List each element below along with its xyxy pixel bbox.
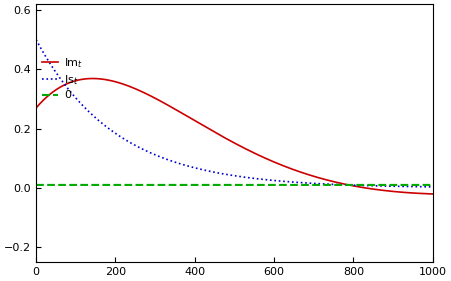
Legend: Im$_t$, Is$_t$, 0: Im$_t$, Is$_t$, 0 [41,56,83,100]
